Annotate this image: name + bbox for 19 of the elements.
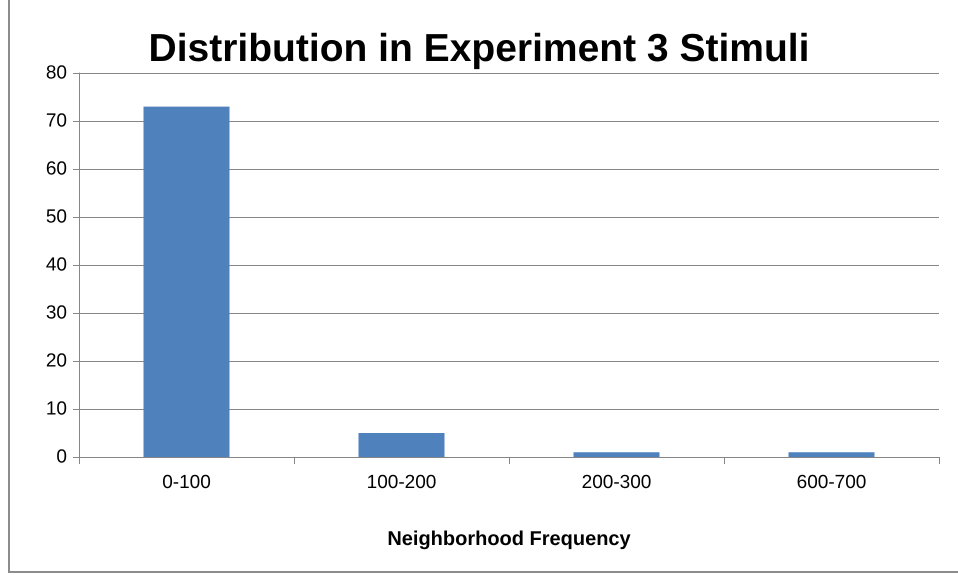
y-tick-label: 20 [46, 350, 67, 372]
x-tick-label: 0-100 [162, 472, 211, 493]
bar [358, 433, 444, 457]
bar [574, 452, 660, 457]
y-tick-label: 60 [46, 158, 67, 180]
y-tick-label: 0 [56, 446, 67, 468]
y-tick-label: 40 [46, 254, 67, 276]
x-tick-label: 100-200 [366, 472, 436, 493]
y-tick-label: 70 [46, 110, 67, 132]
x-axis-title: Neighborhood Frequency [387, 528, 632, 550]
bar [788, 452, 874, 457]
x-tick-label: 200-300 [582, 472, 652, 493]
y-tick-label: 10 [46, 398, 67, 420]
y-tick-label: 30 [46, 302, 67, 324]
chart-title: Distribution in Experiment 3 Stimuli [148, 27, 810, 70]
y-tick-label: 50 [46, 206, 67, 228]
bar [144, 106, 230, 457]
y-tick-label: 80 [46, 62, 67, 84]
x-tick-label: 600-700 [796, 472, 866, 493]
